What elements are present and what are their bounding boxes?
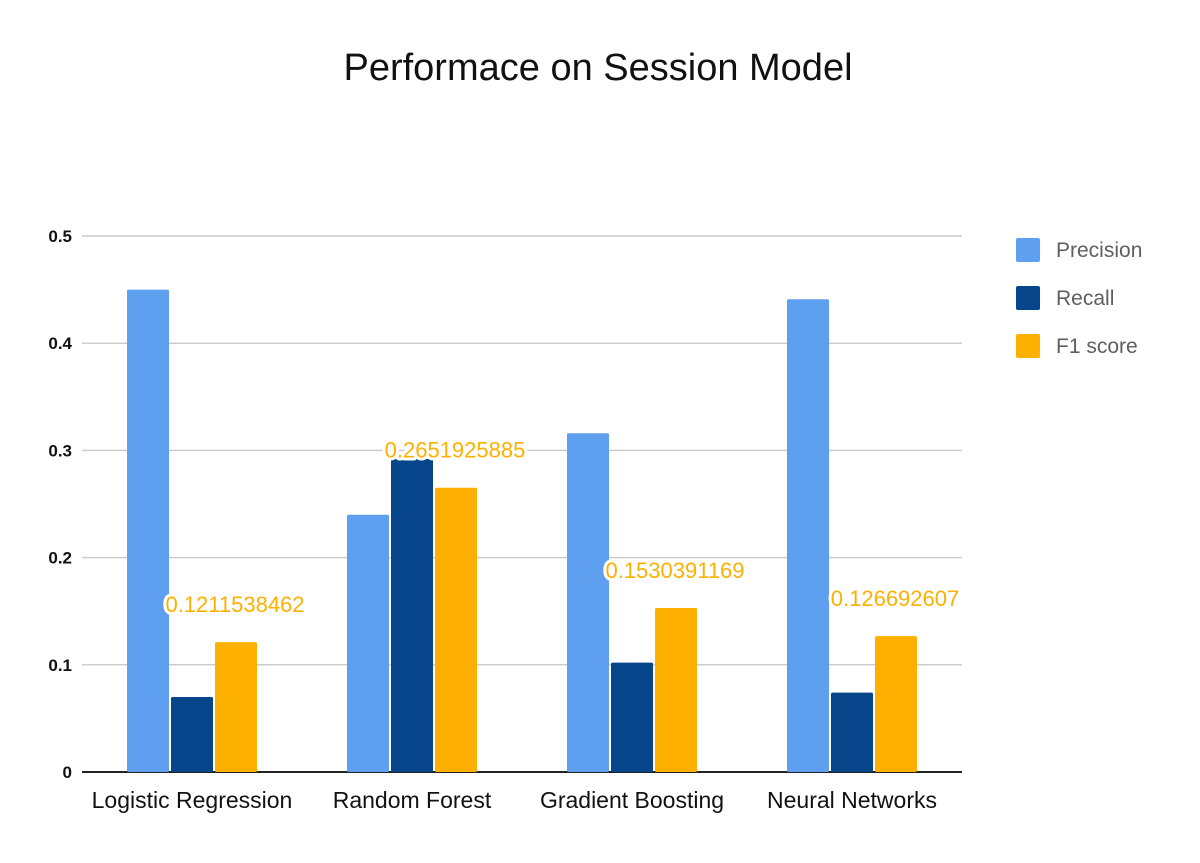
bar-precision-random-forest (347, 514, 389, 772)
x-axis-ticks: Logistic Regression Random Forest Gradient… (92, 787, 937, 813)
legend: Precision Recall F1 score (1016, 238, 1142, 358)
y-tick-label: 0 (63, 763, 72, 782)
legend-swatch (1016, 238, 1040, 262)
y-tick-label: 0.4 (48, 334, 72, 353)
legend-item-f1-score: F1 score (1016, 334, 1138, 358)
bar-f1-score-random-forest (435, 487, 477, 772)
bar-recall-random-forest (391, 458, 433, 772)
y-axis-ticks: 0 0.1 0.2 0.3 0.4 0.5 (48, 227, 72, 782)
x-tick-label: Gradient Boosting (540, 787, 724, 813)
bar-precision-logistic-regression (127, 289, 169, 772)
gridlines (82, 235, 962, 773)
legend-swatch (1016, 286, 1040, 310)
data-label-logistic-regression: 0.1211538462 (165, 592, 304, 617)
bar-recall-neural-networks (831, 692, 873, 772)
y-tick-label: 0.5 (48, 227, 72, 246)
y-tick-label: 0.3 (48, 441, 72, 460)
x-tick-label: Random Forest (333, 787, 492, 813)
bar-precision-gradient-boosting (567, 433, 609, 772)
legend-label: Recall (1056, 287, 1114, 310)
legend-label: Precision (1056, 239, 1142, 262)
bar-recall-logistic-regression (171, 696, 213, 772)
y-tick-label: 0.2 (48, 549, 72, 568)
x-tick-label: Logistic Regression (92, 787, 293, 813)
bar-recall-gradient-boosting (611, 662, 653, 772)
chart-title: Performace on Session Model (343, 47, 852, 89)
y-tick-label: 0.1 (48, 656, 72, 675)
data-labels: 0.1211538462 0.2651925885 0.1530391169 0.12… (162, 435, 962, 620)
legend-item-recall: Recall (1016, 286, 1114, 310)
legend-item-precision: Precision (1016, 238, 1142, 262)
bar-f1-score-logistic-regression (215, 642, 257, 772)
data-label-neural-networks: 0.126692607 (831, 586, 959, 611)
x-tick-label: Neural Networks (767, 787, 937, 813)
data-label-random-forest: 0.2651925885 (385, 438, 526, 463)
bar-f1-score-gradient-boosting (655, 607, 697, 772)
data-label-gradient-boosting: 0.1530391169 (605, 558, 744, 583)
bar-precision-neural-networks (787, 299, 829, 772)
legend-swatch (1016, 334, 1040, 358)
bars (127, 289, 917, 772)
bar-f1-score-neural-networks (875, 636, 917, 772)
legend-label: F1 score (1056, 335, 1138, 358)
